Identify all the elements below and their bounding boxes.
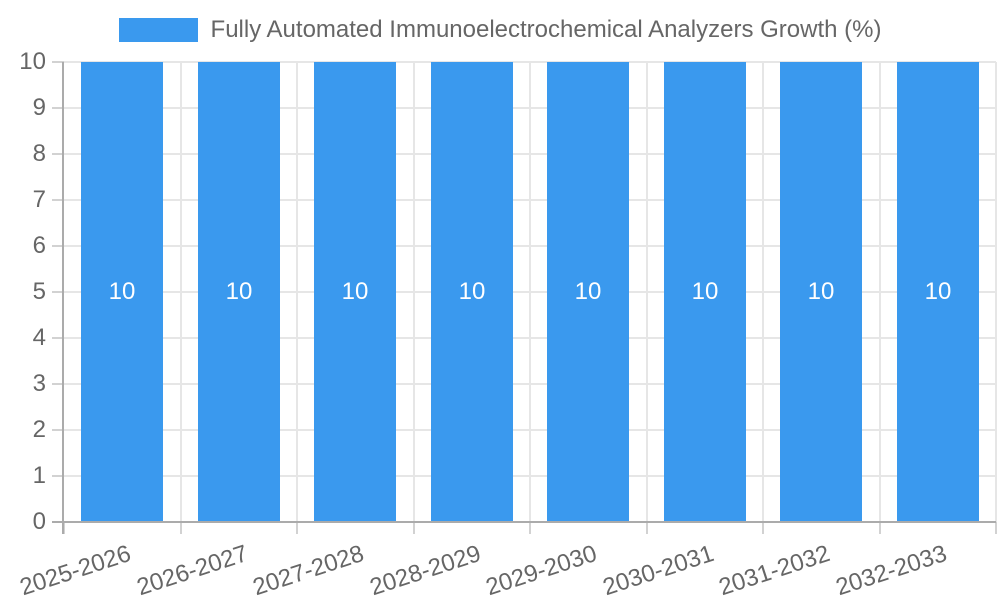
- bar-value-label: 10: [807, 278, 835, 305]
- x-tick-mark: [180, 522, 182, 534]
- bar[interactable]: 10: [314, 62, 396, 522]
- y-tick-mark: [52, 61, 64, 63]
- x-gridline: [529, 62, 531, 522]
- x-tick-mark: [413, 522, 415, 534]
- x-gridline: [413, 62, 415, 522]
- y-tick-label: 7: [32, 186, 46, 213]
- x-category-label: 2027-2028: [249, 540, 368, 600]
- x-category-label: 2026-2027: [133, 540, 252, 600]
- y-tick-mark: [52, 107, 64, 109]
- bar-value-label: 10: [458, 278, 486, 305]
- y-tick-label: 2: [32, 416, 46, 443]
- bar-value-label: 10: [341, 278, 369, 305]
- x-tick-mark: [646, 522, 648, 534]
- x-tick-mark: [995, 522, 997, 534]
- y-tick-mark: [52, 383, 64, 385]
- x-category-label: 2025-2026: [16, 540, 135, 600]
- bar[interactable]: 10: [81, 62, 163, 522]
- y-tick-mark: [52, 153, 64, 155]
- bar[interactable]: 10: [547, 62, 629, 522]
- x-axis-line: [52, 521, 996, 523]
- bar-value-label: 10: [924, 278, 952, 305]
- bar[interactable]: 10: [780, 62, 862, 522]
- y-tick-label: 9: [32, 94, 46, 121]
- y-tick-label: 0: [32, 508, 46, 535]
- x-tick-mark: [63, 522, 65, 534]
- x-gridline: [879, 62, 881, 522]
- x-category-label: 2031-2032: [715, 540, 834, 600]
- x-category-label: 2032-2033: [832, 540, 951, 600]
- legend-item[interactable]: Fully Automated Immunoelectrochemical An…: [118, 16, 882, 44]
- y-tick-mark: [52, 291, 64, 293]
- legend-label: Fully Automated Immunoelectrochemical An…: [210, 16, 882, 43]
- y-tick-label: 5: [32, 278, 46, 305]
- x-category-label: 2028-2029: [366, 540, 485, 600]
- y-tick-label: 8: [32, 140, 46, 167]
- x-tick-mark: [296, 522, 298, 534]
- y-tick-label: 6: [32, 232, 46, 259]
- y-tick-label: 3: [32, 370, 46, 397]
- y-tick-label: 1: [32, 462, 46, 489]
- y-tick-mark: [52, 475, 64, 477]
- x-tick-mark: [529, 522, 531, 534]
- bar-value-label: 10: [691, 278, 719, 305]
- bar-value-label: 10: [225, 278, 253, 305]
- x-category-label: 2030-2031: [599, 540, 718, 600]
- y-tick-mark: [52, 429, 64, 431]
- x-tick-mark: [762, 522, 764, 534]
- x-gridline: [762, 62, 764, 522]
- x-gridline: [180, 62, 182, 522]
- y-tick-mark: [52, 245, 64, 247]
- legend: Fully Automated Immunoelectrochemical An…: [0, 16, 1000, 44]
- legend-swatch-icon: [118, 18, 198, 42]
- y-tick-mark: [52, 199, 64, 201]
- x-gridline: [646, 62, 648, 522]
- bar[interactable]: 10: [198, 62, 280, 522]
- y-tick-label: 4: [32, 324, 46, 351]
- x-gridline: [296, 62, 298, 522]
- bar[interactable]: 10: [664, 62, 746, 522]
- x-category-label: 2029-2030: [482, 540, 601, 600]
- bar[interactable]: 10: [431, 62, 513, 522]
- bar-value-label: 10: [108, 278, 136, 305]
- bar-value-label: 10: [574, 278, 602, 305]
- y-tick-label: 10: [19, 48, 46, 75]
- x-tick-mark: [879, 522, 881, 534]
- bar[interactable]: 10: [897, 62, 979, 522]
- y-tick-mark: [52, 337, 64, 339]
- y-axis-line: [62, 62, 64, 534]
- x-gridline: [995, 62, 997, 522]
